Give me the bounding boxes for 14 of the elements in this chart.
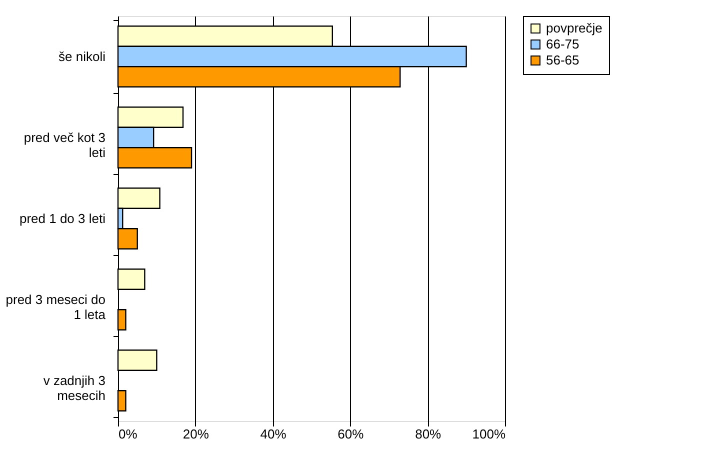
legend-label: povprečje (546, 20, 602, 36)
x-tick-label: 100% (472, 426, 506, 442)
x-tick-label: 0% (118, 426, 138, 442)
x-tick-label: 20% (182, 426, 210, 442)
y-tick-label: pred 1 do 3 leti (19, 211, 106, 226)
x-tick-label: 80% (415, 426, 442, 442)
y-tick-label: pred 3 meseci do 1 leta (6, 292, 106, 322)
y-tick-label: še nikoli (58, 49, 106, 64)
y-tick-label: pred več kot 3 leti (24, 130, 106, 160)
x-tick-label: 60% (338, 426, 364, 442)
legend-label: 56-65 (546, 52, 580, 68)
y-tick-label: v zadnjih 3 mesecih (43, 373, 106, 403)
x-tick-label: 40% (260, 426, 287, 442)
legend-label: 66-75 (546, 36, 580, 52)
